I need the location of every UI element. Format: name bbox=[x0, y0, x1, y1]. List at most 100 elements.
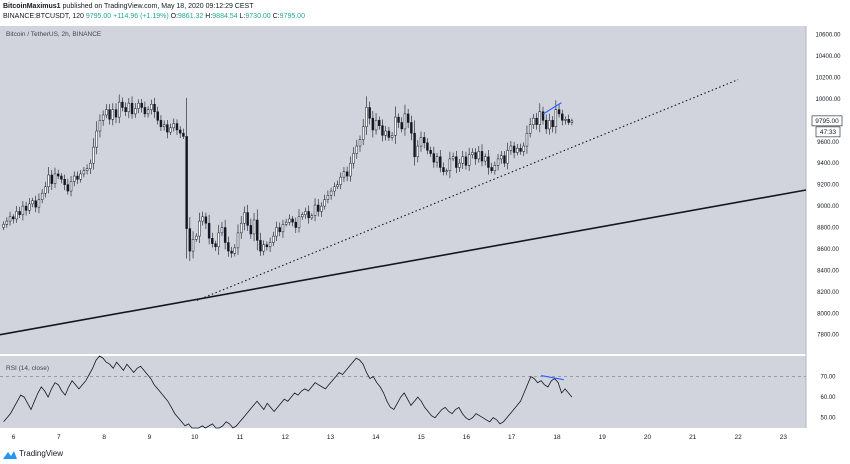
price-chart[interactable]: 7800.00 8000.00 8200.00 8400.00 8600.00 8800.… bbox=[0, 26, 850, 446]
candle-body bbox=[361, 126, 365, 140]
candle-body bbox=[198, 220, 201, 237]
candle-body bbox=[105, 109, 108, 116]
candle-body bbox=[477, 151, 481, 160]
candle-body bbox=[53, 173, 57, 184]
candle-body bbox=[528, 124, 532, 134]
candle-body bbox=[220, 227, 224, 234]
candle-body bbox=[143, 107, 147, 115]
low-value: 9730.00 bbox=[245, 13, 271, 20]
price-tick-label: 8800.00 bbox=[817, 226, 839, 232]
candle-body bbox=[272, 235, 275, 243]
candle-body bbox=[384, 130, 387, 136]
solid-trendline bbox=[0, 189, 807, 336]
time-tick-label: 22 bbox=[734, 434, 742, 441]
symbol-label: BINANCE:BTCUSDT, 120 bbox=[3, 13, 84, 20]
candle-body bbox=[458, 162, 461, 168]
candle-body bbox=[480, 151, 484, 162]
publish-info: BitcoinMaximus1 published on TradingView… bbox=[3, 3, 253, 10]
candle-body bbox=[474, 152, 477, 160]
candle-body bbox=[92, 146, 95, 164]
candle-body bbox=[37, 199, 41, 208]
candle-body bbox=[416, 145, 420, 158]
candle-body bbox=[268, 242, 272, 248]
trendlines[interactable] bbox=[0, 79, 807, 336]
close-label: C: bbox=[272, 13, 280, 20]
candle-body bbox=[509, 145, 513, 151]
candle-body bbox=[535, 117, 538, 125]
high-value: 9884.54 bbox=[212, 13, 238, 20]
candle-body bbox=[69, 181, 73, 192]
candle-body bbox=[403, 113, 407, 130]
candle-body bbox=[410, 122, 413, 134]
candle-body bbox=[166, 124, 169, 133]
candle-body bbox=[195, 235, 198, 240]
main-legend[interactable]: Bitcoin / TetherUS, 2h, BINANCE bbox=[6, 31, 102, 38]
rsi-tick-label: 50.00 bbox=[820, 416, 836, 422]
time-axis-ticks: 6 7 8 9 10 11 12 13 14 15 16 17 18 19 20 21 22 23 bbox=[12, 434, 788, 441]
candle-body bbox=[561, 113, 564, 121]
candle-body bbox=[400, 122, 403, 130]
candle-body bbox=[2, 224, 5, 228]
candle-body bbox=[40, 192, 44, 200]
candle-body bbox=[455, 156, 458, 168]
candle-body bbox=[365, 107, 368, 128]
candle-body bbox=[538, 111, 542, 125]
candles bbox=[2, 94, 574, 261]
candle-body bbox=[320, 205, 323, 212]
candle-body bbox=[304, 211, 307, 215]
candle-body bbox=[175, 123, 179, 131]
candle-body bbox=[44, 186, 47, 194]
candle-body bbox=[551, 120, 554, 128]
candle-body bbox=[185, 136, 188, 229]
candle-body bbox=[307, 211, 310, 219]
candle-body bbox=[342, 171, 346, 178]
candle-body bbox=[140, 102, 143, 108]
author-name[interactable]: BitcoinMaximus1 bbox=[3, 3, 61, 10]
chart-header: BitcoinMaximus1 published on TradingView… bbox=[0, 0, 850, 26]
candle-body bbox=[98, 120, 102, 132]
candle-body bbox=[207, 222, 211, 239]
candle-body bbox=[172, 123, 175, 129]
candle-body bbox=[368, 107, 371, 119]
candle-body bbox=[66, 184, 70, 192]
candle-body bbox=[24, 205, 28, 211]
candle-body bbox=[284, 221, 288, 225]
candle-body bbox=[8, 216, 12, 222]
candle-body bbox=[394, 116, 397, 136]
candle-body bbox=[217, 232, 220, 248]
rsi-divergence-line[interactable] bbox=[540, 374, 564, 381]
candle-body bbox=[390, 135, 394, 138]
candle-body bbox=[230, 250, 233, 254]
candle-body bbox=[76, 175, 79, 180]
time-axis[interactable] bbox=[0, 428, 806, 446]
price-axis[interactable] bbox=[806, 26, 850, 446]
candle-body bbox=[512, 145, 516, 153]
candle-body bbox=[548, 120, 551, 130]
ohlc-line: BINANCE:BTCUSDT, 120 9795.00 +114.96 (+1… bbox=[3, 13, 305, 20]
candle-body bbox=[236, 232, 240, 249]
candle-body bbox=[60, 175, 63, 180]
rsi-axis-ticks: 50.00 60.00 70.00 bbox=[820, 375, 836, 422]
rsi-legend[interactable]: RSI (14, close) bbox=[6, 365, 49, 372]
candle-body bbox=[214, 243, 217, 248]
tradingview-logo-icon[interactable] bbox=[3, 450, 17, 459]
candle-body bbox=[294, 221, 297, 228]
price-tick-label: 8000.00 bbox=[817, 311, 839, 317]
candle-body bbox=[223, 227, 227, 243]
candle-body bbox=[426, 142, 429, 151]
candle-body bbox=[265, 244, 269, 248]
price-tick-label: 8200.00 bbox=[817, 290, 839, 296]
candle-body bbox=[439, 156, 442, 168]
time-tick-label: 20 bbox=[644, 434, 652, 441]
price-tick-label: 7800.00 bbox=[817, 333, 839, 339]
candle-body bbox=[246, 212, 249, 226]
candle-body bbox=[79, 173, 82, 180]
time-tick-label: 21 bbox=[689, 434, 697, 441]
tradingview-brand[interactable]: TradingView bbox=[19, 449, 64, 458]
candle-body bbox=[121, 101, 124, 108]
candle-body bbox=[525, 132, 529, 147]
candle-body bbox=[471, 152, 474, 155]
time-tick-label: 6 bbox=[12, 434, 16, 441]
time-tick-label: 13 bbox=[327, 434, 335, 441]
candle-body bbox=[387, 130, 391, 138]
